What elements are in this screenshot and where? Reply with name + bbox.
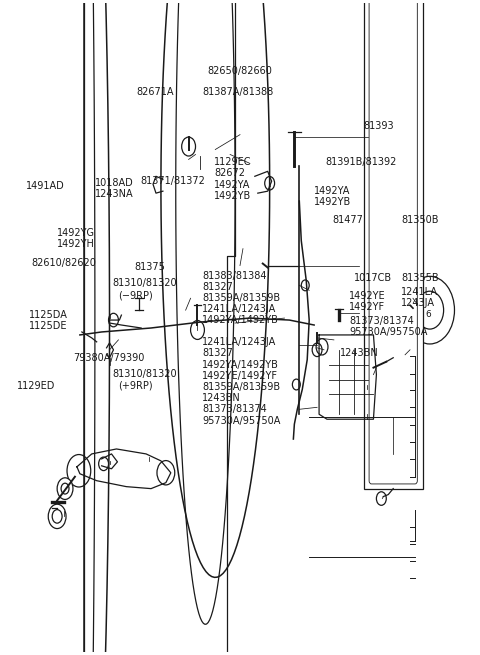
Text: 82650/82660: 82650/82660: [207, 66, 273, 76]
Text: 1492YA/1492YB: 1492YA/1492YB: [202, 360, 279, 369]
Text: 81393: 81393: [363, 121, 394, 131]
Text: 1241LA: 1241LA: [401, 287, 438, 297]
Text: 1492YA/1492YB: 1492YA/1492YB: [202, 314, 279, 325]
Text: 1243JA: 1243JA: [401, 298, 435, 308]
Text: 1018AD: 1018AD: [96, 178, 134, 189]
Text: 81327: 81327: [202, 348, 233, 358]
Text: 81350B: 81350B: [401, 215, 439, 225]
Text: 1241LA/1243JA: 1241LA/1243JA: [202, 304, 276, 314]
Text: 1129ED: 1129ED: [17, 381, 55, 391]
Text: 81355B: 81355B: [401, 273, 439, 283]
Text: 95730A/95750A: 95730A/95750A: [349, 327, 428, 337]
Text: 82610/82620: 82610/82620: [31, 257, 96, 267]
Text: 81373/81374: 81373/81374: [349, 316, 414, 326]
Text: 1492YG: 1492YG: [57, 229, 96, 238]
Text: 1492YH: 1492YH: [57, 239, 95, 250]
Text: 1492YF: 1492YF: [349, 302, 385, 312]
Text: 81310/81320: 81310/81320: [112, 369, 177, 379]
Text: 1492YA: 1492YA: [214, 179, 250, 189]
Text: 1492YA: 1492YA: [313, 186, 350, 196]
Circle shape: [57, 477, 73, 500]
Text: 1491AD: 1491AD: [25, 181, 64, 191]
Text: 1243BN: 1243BN: [202, 393, 241, 403]
Text: 81477: 81477: [333, 215, 363, 225]
Text: 81375: 81375: [134, 262, 165, 272]
Text: 81391B/81392: 81391B/81392: [325, 157, 397, 167]
Circle shape: [405, 276, 455, 344]
Text: 1125DA: 1125DA: [29, 310, 68, 320]
Text: 81310/81320: 81310/81320: [112, 278, 177, 288]
Text: 81387A/81388: 81387A/81388: [202, 87, 273, 98]
Text: 82672: 82672: [214, 168, 245, 178]
FancyBboxPatch shape: [369, 0, 417, 484]
Text: 1492YB: 1492YB: [313, 197, 351, 207]
Text: (−9RP): (−9RP): [119, 290, 153, 300]
Text: 1125DE: 1125DE: [29, 320, 67, 331]
Text: 82671A: 82671A: [136, 87, 174, 98]
Text: 79380A/79390: 79380A/79390: [73, 353, 144, 363]
Text: 6: 6: [425, 310, 431, 318]
Text: 81373/81374: 81373/81374: [202, 404, 267, 415]
Text: 81359A/81359B: 81359A/81359B: [202, 383, 280, 392]
Text: 1129EC: 1129EC: [214, 157, 252, 167]
Circle shape: [48, 504, 66, 529]
Text: 81383/81384: 81383/81384: [202, 271, 266, 280]
Text: 1241LA/1243JA: 1241LA/1243JA: [202, 337, 276, 346]
FancyBboxPatch shape: [363, 0, 423, 489]
Text: 1492YE: 1492YE: [349, 291, 386, 301]
Text: 1243NA: 1243NA: [96, 189, 134, 199]
Text: 1243BN: 1243BN: [340, 348, 378, 358]
Text: 81371/81372: 81371/81372: [140, 176, 205, 187]
Text: (+9RP): (+9RP): [119, 381, 153, 391]
Text: 81327: 81327: [202, 282, 233, 291]
Text: 1492YB: 1492YB: [214, 191, 251, 200]
Text: 1017CB: 1017CB: [354, 273, 392, 283]
Text: 81359A/81359B: 81359A/81359B: [202, 293, 280, 303]
Text: 95730A/95750A: 95730A/95750A: [202, 416, 280, 426]
Text: 1492YE/1492YF: 1492YE/1492YF: [202, 371, 278, 381]
